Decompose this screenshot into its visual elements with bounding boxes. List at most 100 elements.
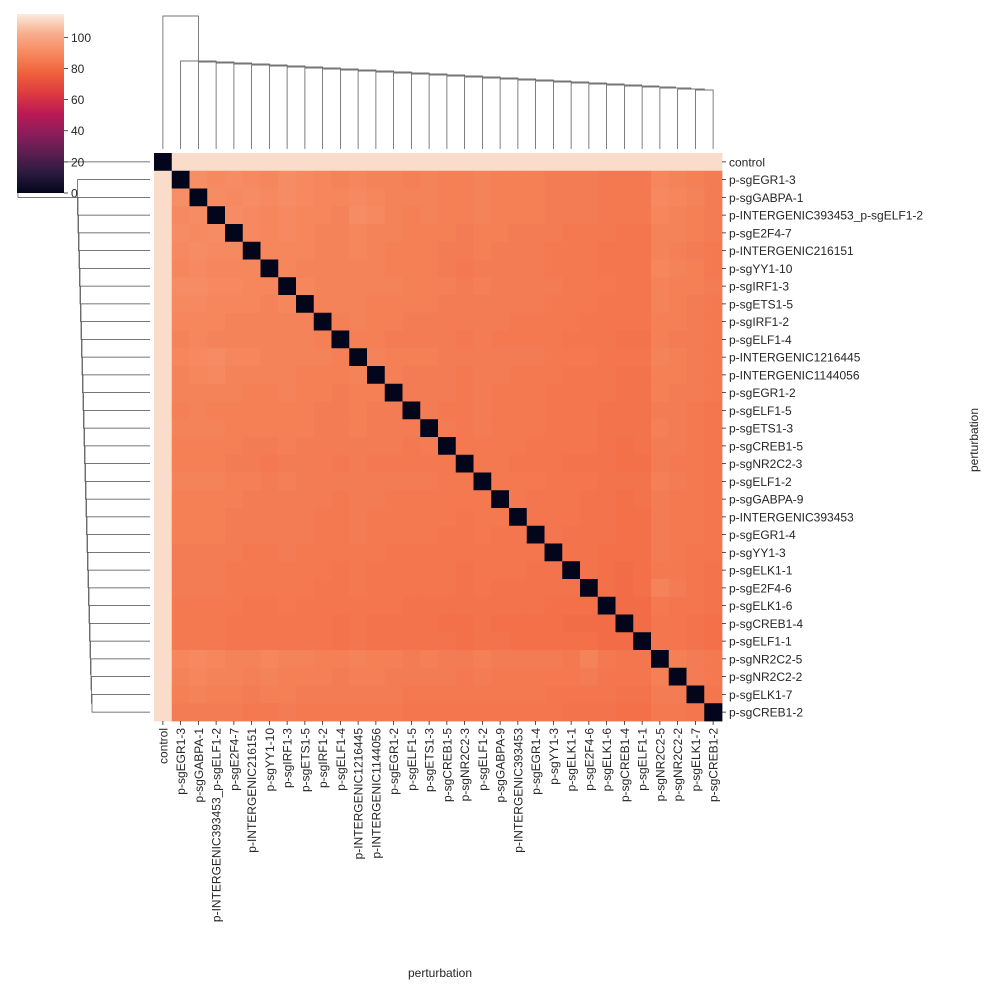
heatmap-cell <box>296 685 315 704</box>
heatmap-cell <box>651 259 670 278</box>
heatmap-cell <box>367 650 386 669</box>
heatmap-cell <box>402 295 421 314</box>
heatmap-cell <box>544 667 563 686</box>
heatmap-cell <box>473 472 492 491</box>
heatmap-cell <box>615 454 634 473</box>
heatmap-cell <box>633 596 652 615</box>
heatmap-cell <box>260 330 279 349</box>
heatmap-cell <box>580 561 599 580</box>
row-tick-label: p-sgEGR1-3 <box>729 173 796 187</box>
heatmap-cell <box>420 614 439 633</box>
heatmap-cell <box>509 153 528 172</box>
heatmap-cell <box>455 277 474 296</box>
row-tick-label: p-sgIRF1-3 <box>729 280 789 294</box>
heatmap-cell <box>225 437 244 456</box>
heatmap-cell <box>420 703 439 722</box>
heatmap-cell <box>313 348 332 367</box>
heatmap-cell <box>704 206 723 225</box>
heatmap-cell <box>686 401 705 420</box>
heatmap-cell <box>207 366 226 385</box>
heatmap-cell <box>651 401 670 420</box>
heatmap-cell <box>313 206 332 225</box>
heatmap-cell <box>544 224 563 243</box>
heatmap-cell <box>668 525 687 544</box>
heatmap-cell <box>438 259 457 278</box>
heatmap-cell <box>438 685 457 704</box>
heatmap-cell <box>225 153 244 172</box>
heatmap-cell <box>225 241 244 260</box>
heatmap-cell <box>207 703 226 722</box>
heatmap-cell <box>331 241 350 260</box>
heatmap-cell <box>260 383 279 402</box>
heatmap-cell <box>171 437 190 456</box>
heatmap-cell <box>455 348 474 367</box>
heatmap-cell <box>402 525 421 544</box>
heatmap-cell <box>526 703 545 722</box>
heatmap-cell <box>207 437 226 456</box>
heatmap-cell <box>615 596 634 615</box>
heatmap-cell <box>509 188 528 207</box>
heatmap-cell <box>296 330 315 349</box>
heatmap-cell <box>438 348 457 367</box>
heatmap-cell <box>686 206 705 225</box>
heatmap-cell <box>313 295 332 314</box>
heatmap-cell <box>367 632 386 651</box>
heatmap-cell <box>438 383 457 402</box>
heatmap-cell <box>491 188 510 207</box>
heatmap-cell <box>278 525 297 544</box>
heatmap-cell <box>597 419 616 438</box>
heatmap-cell <box>154 472 173 491</box>
heatmap-cell <box>597 490 616 509</box>
heatmap-cell <box>615 259 634 278</box>
heatmap-cell <box>686 596 705 615</box>
heatmap-cell <box>615 224 634 243</box>
heatmap-cell <box>278 295 297 314</box>
heatmap-cell <box>704 348 723 367</box>
heatmap-cell <box>704 508 723 527</box>
heatmap-cell <box>509 508 528 527</box>
heatmap-cell <box>296 206 315 225</box>
column-tick-label: p-sgIRF1-3 <box>281 728 295 788</box>
heatmap-cell <box>473 401 492 420</box>
heatmap-cell <box>597 277 616 296</box>
heatmap-cell <box>367 277 386 296</box>
column-tick-label: p-INTERGENIC393453_p-sgELF1-2 <box>210 728 224 922</box>
heatmap-cell <box>313 614 332 633</box>
heatmap-cell <box>296 188 315 207</box>
heatmap-cell <box>331 170 350 189</box>
heatmap-cell <box>651 277 670 296</box>
heatmap-cell <box>242 543 261 562</box>
heatmap-cell <box>562 508 581 527</box>
heatmap-cell <box>562 312 581 331</box>
heatmap-cell <box>296 170 315 189</box>
heatmap-cell <box>473 561 492 580</box>
heatmap-cell <box>331 703 350 722</box>
heatmap-cell <box>509 366 528 385</box>
heatmap-cell <box>313 685 332 704</box>
heatmap-cell <box>526 543 545 562</box>
heatmap-cell <box>420 366 439 385</box>
heatmap-cell <box>189 543 208 562</box>
heatmap-cell <box>331 454 350 473</box>
heatmap-cell <box>402 206 421 225</box>
heatmap-cell <box>526 312 545 331</box>
heatmap-cell <box>367 454 386 473</box>
heatmap-cell <box>509 348 528 367</box>
heatmap-cell <box>438 614 457 633</box>
heatmap-cell <box>313 472 332 491</box>
heatmap-cell <box>704 525 723 544</box>
heatmap-cell <box>402 508 421 527</box>
heatmap-cell <box>651 188 670 207</box>
column-tick-label: p-sgNR2C2-3 <box>458 728 472 802</box>
column-tick-label: p-sgELF1-4 <box>334 728 348 791</box>
heatmap-cell <box>313 596 332 615</box>
heatmap-cell <box>562 188 581 207</box>
heatmap-cell <box>225 295 244 314</box>
heatmap-cell <box>580 259 599 278</box>
heatmap-cell <box>704 561 723 580</box>
heatmap-cell <box>597 241 616 260</box>
heatmap-cell <box>526 614 545 633</box>
heatmap-cell <box>207 632 226 651</box>
heatmap-cell <box>349 224 368 243</box>
heatmap-cell <box>615 401 634 420</box>
